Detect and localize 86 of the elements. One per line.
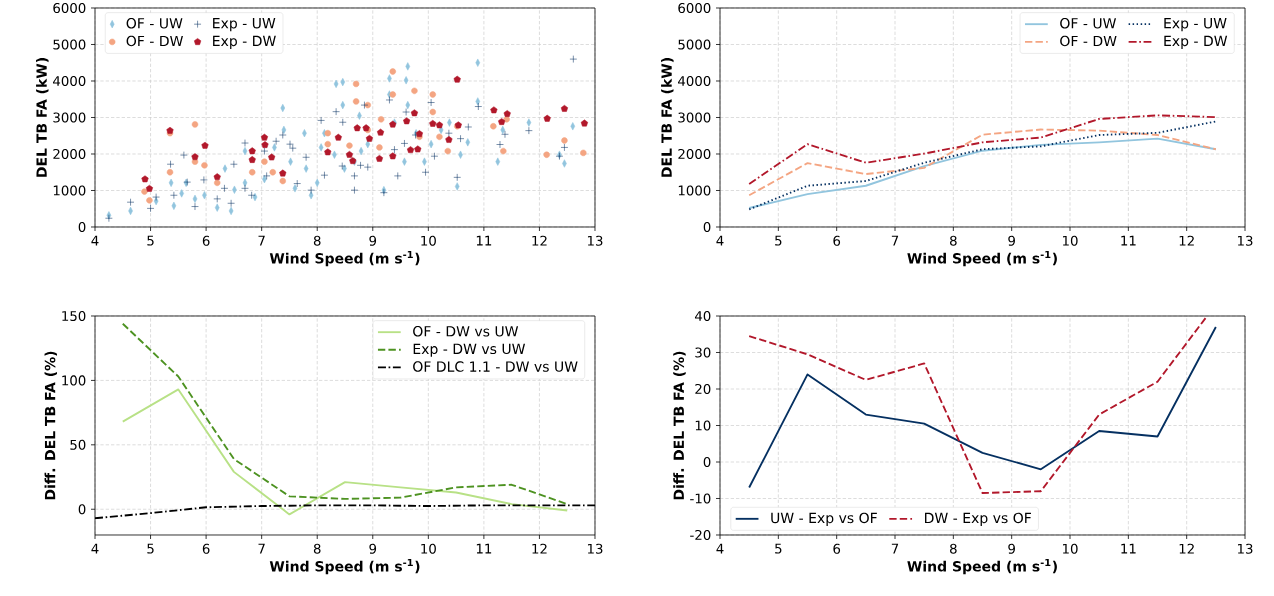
y-tick-label: 3000	[678, 112, 711, 123]
x-tick-label: 11	[1121, 543, 1136, 554]
legend-label: Exp - UW	[1164, 18, 1227, 32]
x-tick-label: 4	[91, 235, 99, 246]
y-tick-label: 20	[695, 383, 711, 395]
x-tick-label: 7	[891, 235, 899, 246]
x-tick-label: 5	[775, 543, 782, 554]
y-tick-label: 3000	[53, 112, 86, 123]
x-tick-label: 4	[716, 543, 724, 554]
legend-label: OF - DW	[1060, 35, 1117, 47]
y-axis-title: DEL TB FA (kW)	[661, 58, 674, 177]
y-tick-label: 5000	[678, 39, 711, 50]
y-tick-label: -20	[690, 529, 711, 541]
y-axis-title: Diff. DEL TB FA (%)	[44, 351, 58, 500]
legend-label: OF - UW	[126, 17, 183, 29]
legend-label: DW - Exp vs OF	[925, 512, 1031, 526]
x-tick-label: 10	[421, 235, 436, 246]
x-tick-label: 12	[532, 235, 547, 246]
x-tick-label: 13	[1238, 235, 1253, 246]
x-tick-label: 6	[202, 235, 210, 246]
x-tick-label: 10	[1062, 235, 1078, 246]
y-tick-label: -10	[690, 493, 711, 504]
x-tick-label: 5	[775, 235, 782, 246]
x-tick-label: 7	[258, 543, 265, 554]
x-tick-label: 6	[833, 235, 841, 246]
y-axis-title: Diff. DEL TB FA (%)	[673, 351, 686, 500]
y-tick-label: 30	[695, 347, 711, 358]
y-tick-label: 6000	[53, 2, 86, 14]
x-tick-label: 9	[369, 235, 377, 246]
x-tick-label: 12	[1179, 543, 1194, 554]
legend-label: OF - DW vs UW	[413, 325, 519, 337]
y-tick-label: 0	[703, 221, 711, 233]
x-tick-label: 5	[147, 235, 154, 246]
x-tick-label: 11	[476, 543, 492, 554]
x-tick-label: 13	[587, 235, 603, 246]
legend-label: OF - UW	[1060, 17, 1117, 29]
x-axis-title: Wind Speed (m s$^{-1}$)	[907, 250, 1057, 267]
legend-label: Exp - DW	[1164, 35, 1228, 49]
y-tick-label: 0	[78, 221, 86, 233]
x-tick-label: 9	[1008, 543, 1015, 554]
x-tick-label: 13	[587, 543, 603, 554]
y-tick-label: 50	[70, 439, 86, 450]
x-axis-title: Wind Speed (m s$^{-1}$)	[907, 558, 1057, 575]
y-tick-label: 2000	[678, 148, 711, 160]
x-tick-label: 10	[421, 543, 436, 554]
legend-label: UW - Exp vs OF	[771, 512, 877, 526]
legend-label: OF - DW	[126, 35, 183, 47]
x-tick-label: 8	[313, 543, 321, 554]
y-tick-label: 10	[695, 420, 711, 431]
x-tick-label: 6	[202, 543, 210, 554]
x-tick-label: 10	[1062, 543, 1078, 554]
x-tick-label: 4	[91, 543, 99, 554]
legend-label: Exp - DW	[213, 35, 276, 49]
y-tick-label: 150	[62, 310, 86, 322]
x-axis-title: Wind Speed (m s$^{-1}$)	[269, 250, 420, 267]
y-tick-label: 100	[62, 375, 86, 386]
x-tick-label: 7	[891, 543, 899, 554]
x-tick-label: 6	[833, 543, 841, 554]
x-tick-label: 4	[716, 235, 724, 246]
x-tick-label: 7	[258, 235, 265, 246]
y-tick-label: 0	[78, 504, 86, 515]
y-tick-label: 6000	[678, 2, 711, 14]
x-axis-title: Wind Speed (m s$^{-1}$)	[269, 558, 420, 575]
y-tick-label: 0	[703, 456, 711, 468]
x-tick-label: 12	[1179, 235, 1194, 246]
y-tick-label: 2000	[53, 148, 86, 160]
legend-label: Exp - UW	[213, 18, 276, 32]
x-tick-label: 9	[369, 543, 377, 554]
y-tick-label: 1000	[53, 185, 86, 196]
y-tick-label: 4000	[678, 75, 711, 87]
y-tick-label: 5000	[53, 39, 86, 50]
x-tick-label: 8	[950, 543, 957, 554]
y-tick-label: 40	[694, 310, 711, 322]
x-tick-label: 9	[1008, 235, 1015, 246]
y-axis-title: DEL TB FA (kW)	[36, 58, 49, 177]
x-tick-label: 12	[532, 543, 547, 554]
x-tick-label: 11	[1121, 235, 1136, 246]
y-tick-label: 4000	[53, 75, 86, 87]
x-tick-label: 8	[313, 235, 321, 246]
legend-label: Exp - DW vs UW	[413, 343, 526, 357]
x-tick-label: 8	[950, 235, 957, 246]
x-tick-label: 11	[476, 235, 492, 246]
x-tick-label: 5	[147, 543, 154, 554]
legend-label: OF DLC 1.1 - DW vs UW	[413, 361, 578, 372]
y-tick-label: 1000	[678, 185, 711, 196]
x-tick-label: 13	[1238, 543, 1253, 554]
